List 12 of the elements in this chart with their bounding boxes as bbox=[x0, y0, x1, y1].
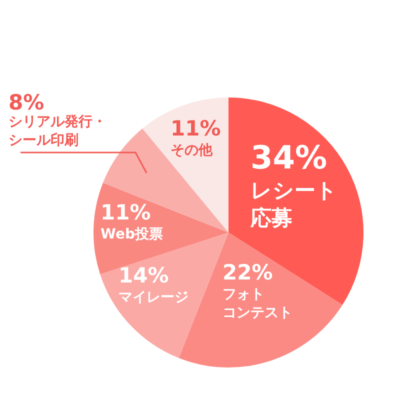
data-label: 11% bbox=[170, 116, 221, 140]
slice-label: マイレージ bbox=[118, 290, 188, 306]
data-label: 22% bbox=[222, 260, 273, 284]
data-label: 11% bbox=[100, 200, 151, 224]
data-label: 34% bbox=[250, 138, 328, 176]
data-label: 14% bbox=[118, 264, 169, 288]
slice-label: レシート応募 bbox=[250, 178, 338, 230]
slice-label: その他 bbox=[170, 142, 214, 158]
slice-label: フォトコンテスト bbox=[222, 286, 292, 321]
slice-label: Web投票 bbox=[100, 226, 163, 242]
slice-label: シリアル発行・シール印刷 bbox=[8, 114, 106, 148]
data-label: 8% bbox=[8, 90, 44, 114]
